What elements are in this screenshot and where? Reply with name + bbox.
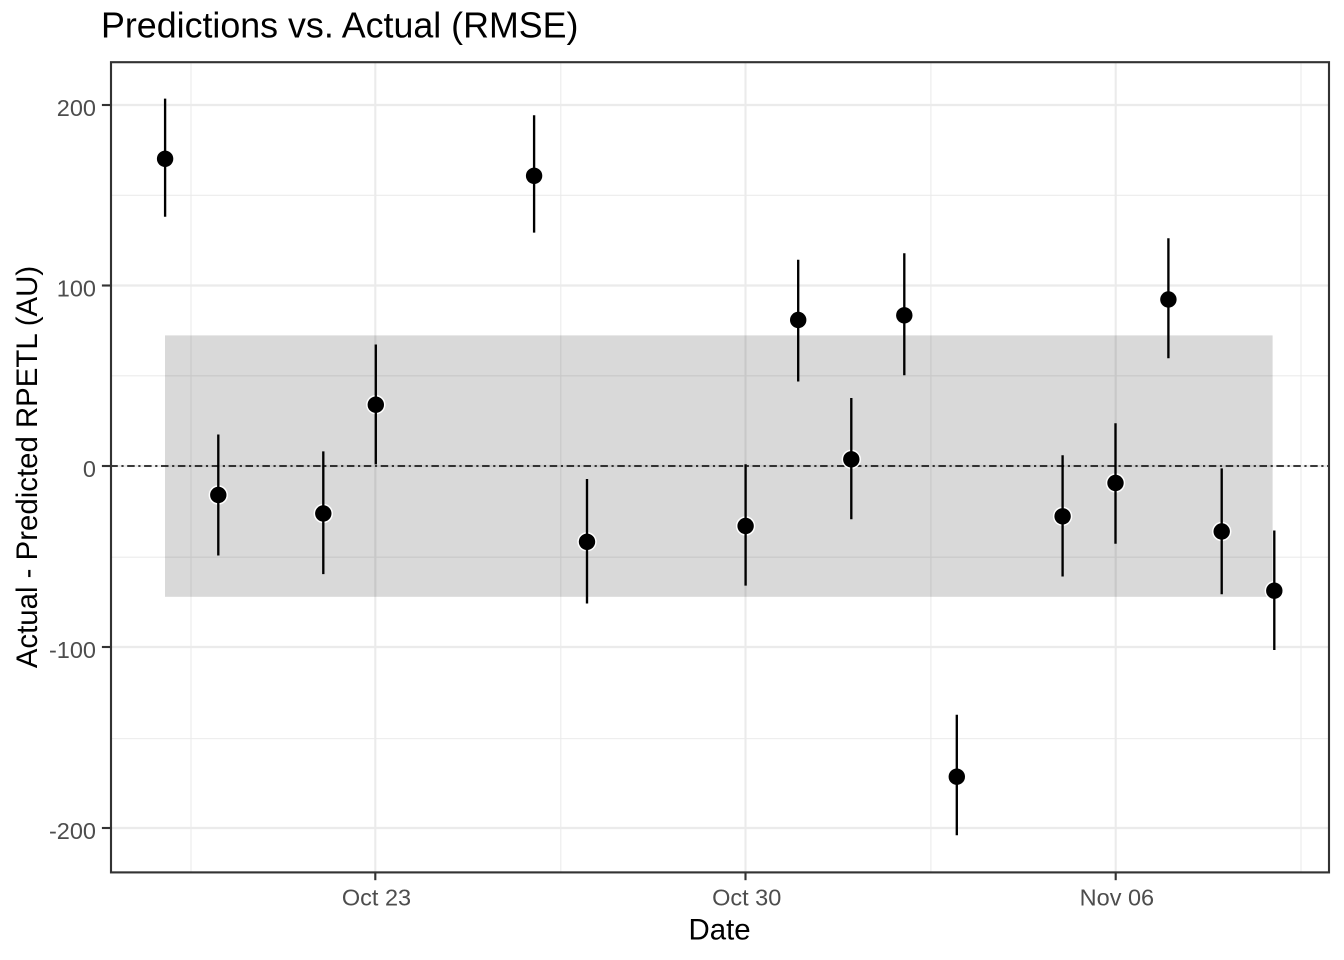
- svg-text:-100: -100: [49, 637, 96, 663]
- svg-text:100: 100: [57, 276, 96, 302]
- svg-text:Oct 23: Oct 23: [342, 885, 411, 911]
- svg-text:-200: -200: [49, 818, 96, 844]
- svg-text:Actual - Predicted RPETL (AU): Actual - Predicted RPETL (AU): [11, 266, 44, 668]
- svg-text:Predictions vs. Actual (RMSE): Predictions vs. Actual (RMSE): [101, 6, 578, 46]
- svg-text:Nov 06: Nov 06: [1080, 885, 1154, 911]
- svg-text:Date: Date: [689, 913, 751, 946]
- svg-text:Oct 30: Oct 30: [712, 885, 781, 911]
- svg-text:200: 200: [57, 95, 96, 121]
- svg-text:0: 0: [83, 456, 96, 482]
